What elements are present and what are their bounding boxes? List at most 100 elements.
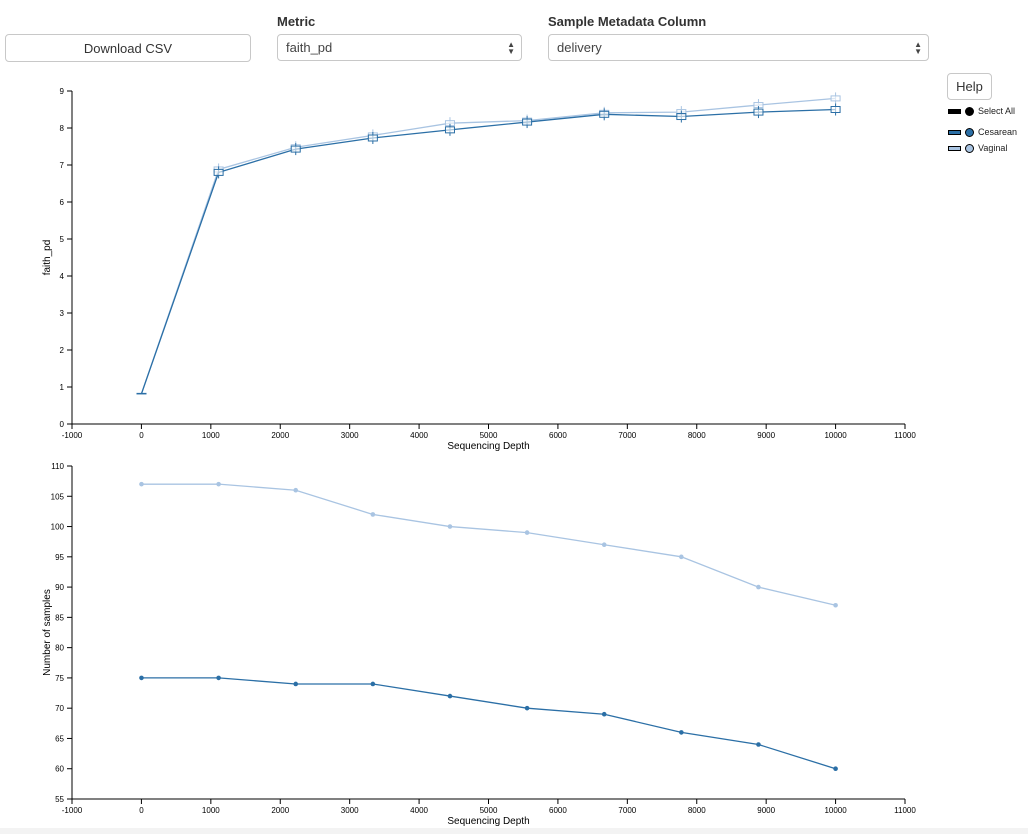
select-all-label: Select All [978,106,1016,116]
point-cesarean [216,675,221,681]
box-marker-cesarean [213,168,224,176]
box-marker-cesarean [367,134,378,142]
point-vaginal [756,584,761,590]
x-tick-label: 7000 [618,431,636,440]
series-line-cesarean [141,677,836,770]
point-vaginal [293,487,299,493]
point-vaginal [601,542,607,548]
x-tick-label: -1000 [62,806,83,815]
y-tick-label: 90 [55,583,64,592]
x-tick-label: 2000 [271,806,289,815]
x-tick-label: 5000 [480,431,498,440]
cesarean-swatch [948,129,961,135]
x-tick-label: 3000 [341,806,359,815]
point-cesarean [524,705,530,711]
y-tick-label: 6 [60,198,65,207]
y-tick-label: 1 [60,383,65,392]
y-tick-label: 80 [55,644,64,653]
select-all-dot [965,106,974,116]
x-tick-label: 2000 [271,431,289,440]
series-line-cesarean [140,108,836,394]
y-tick-label: 70 [55,704,64,713]
x-tick-label: 6000 [549,431,567,440]
series-line-vaginal [140,97,836,394]
x-tick-label: 5000 [480,806,498,815]
point-cesarean [679,730,684,735]
x-tick-label: 1000 [202,806,220,815]
x-tick-label: 9000 [757,431,775,440]
metric-select[interactable]: faith_pd ▲ ▼ [277,34,522,61]
metric-label: Metric [277,14,316,29]
point-cesarean [833,766,838,772]
sample-metadata-column-select[interactable]: delivery ▲ ▼ [548,34,929,61]
y-tick-label: 95 [55,553,64,562]
box-marker-cesarean [753,108,764,116]
x-tick-label: -1000 [62,431,83,440]
point-vaginal [447,524,453,529]
point-cesarean [370,681,376,687]
x-tick-label: 0 [139,431,144,440]
y-tick-label: 65 [55,734,64,743]
box-marker-cesarean [830,106,841,113]
cesarean-dot [965,127,974,137]
box-marker-cesarean [676,113,687,121]
bottom-scroll-area [0,828,1028,834]
y-tick-label: 60 [55,765,64,774]
point-cesarean [139,675,144,681]
x-tick-label: 10000 [824,806,847,815]
point-vaginal [679,554,684,560]
box-marker-cesarean [444,126,455,134]
x-tick-label: 6000 [549,806,567,815]
legend-select-all[interactable]: Select All [948,106,1015,116]
sample-metadata-column-label: Sample Metadata Column [548,14,707,29]
y-tick-label: 105 [51,492,65,501]
point-vaginal [370,512,376,517]
y-tick-label: 8 [60,124,65,133]
y-tick-label: 5 [60,235,65,244]
help-button[interactable]: Help [947,73,992,100]
y-tick-label: 9 [60,87,65,96]
cesarean-label: Cesarean [978,127,1018,137]
select-all-swatch [948,108,961,114]
x-axis-label: Sequencing Depth [447,441,529,452]
chart-1: -1000 0 1000 2000 3000 4000 5000 6000 7000 8000 90… [42,87,916,452]
x-tick-label: 4000 [410,431,428,440]
x-tick-label: 9000 [757,806,775,815]
box-marker-vaginal [830,95,841,102]
chart-2: -1000 0 1000 2000 3000 4000 5000 6000 7000 8000 90… [42,462,916,827]
y-tick-label: 85 [55,613,64,622]
x-tick-label: 3000 [341,431,359,440]
y-tick-label: 0 [60,420,65,429]
point-vaginal [833,602,838,608]
point-cesarean [447,693,453,699]
legend-item-cesarean[interactable]: Cesarean [948,127,1017,137]
download-csv-button[interactable]: Download CSV [5,34,251,62]
y-axis-label: faith_pd [42,240,53,276]
metric-select-value: faith_pd [286,40,333,55]
select-arrows-icon: ▲ ▼ [914,39,922,56]
legend-item-vaginal[interactable]: Vaginal [948,143,1007,153]
x-tick-label: 0 [139,806,144,815]
x-axis-label: Sequencing Depth [447,816,529,827]
x-tick-label: 8000 [688,806,706,815]
y-tick-label: 55 [55,795,64,804]
y-tick-label: 2 [60,346,65,355]
point-vaginal [139,481,144,487]
vaginal-swatch [948,145,961,151]
box-marker-cesarean [599,110,610,118]
series-line-vaginal [141,483,836,606]
x-tick-label: 4000 [410,806,428,815]
vaginal-dot [965,143,974,153]
point-cesarean [293,681,299,687]
x-tick-label: 8000 [688,431,706,440]
y-tick-label: 3 [60,309,65,318]
point-cesarean [601,711,607,717]
box-marker-cesarean [290,145,301,153]
x-tick-label: 11000 [894,806,916,815]
box-marker-cesarean [522,118,533,126]
y-tick-label: 100 [51,523,65,532]
y-tick-label: 75 [55,674,64,683]
x-tick-label: 10000 [824,431,847,440]
vaginal-label: Vaginal [978,143,1008,153]
